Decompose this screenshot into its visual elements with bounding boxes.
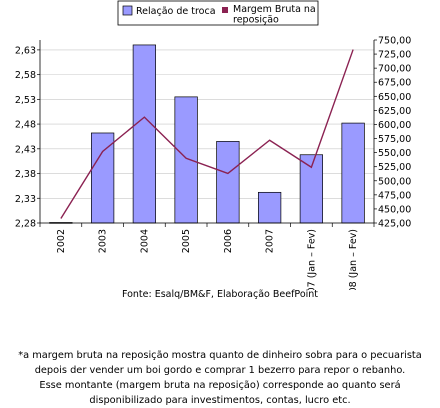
source-note: Fonte: Esalq/BM&F, Elaboração BeefPoint [121,289,319,300]
x-tick-label: 2007 [265,229,276,253]
x-tick-label: 2008 (Jan – Fev) [348,229,359,290]
footnote-line: disponibilizado para investimentos, cont… [89,395,351,406]
x-tick-label: 2006 [223,229,234,253]
legend-box [117,0,319,26]
legend-label-bar: Relação de troca [136,6,216,17]
y-left-tick-label: 2,33 [15,194,36,205]
x-tick-label: 2002 [56,229,67,253]
bar [341,122,365,224]
y-right-tick-label: 500,00 [378,176,411,187]
plot-area: 2,28 2,33 2,38 2,43 2,48 2,53 2,58 2,63 425,00 45… [15,36,411,291]
bar [216,141,240,224]
footnote-line: depois der vender um boi gordo e comprar… [34,365,406,376]
y-right-tick-label: 525,00 [378,162,411,173]
y-left-tick-label: 2,48 [15,120,36,131]
y-left-tick-label: 2,38 [15,169,36,180]
legend: Relação de troca Margem Bruta na reposiç… [117,0,319,26]
bar [258,191,282,224]
y-left-tick-label: 2,43 [15,144,36,155]
y-right-tick-label: 425,00 [378,219,411,230]
y-right-tick-label: 625,00 [378,106,411,117]
y-right-tick-label: 475,00 [378,190,411,201]
x-tick-label: 2005 [181,229,192,253]
chart: 2,28 2,33 2,38 2,43 2,48 2,53 2,58 2,63 425,00 45… [15,0,411,291]
bar [299,154,323,224]
footnote-line: *a margem bruta na reposição mostra quan… [18,350,422,361]
y-left-tick-label: 2,58 [15,70,36,81]
x-tick-label: 2004 [139,229,150,253]
y-left-tick-label: 2,28 [15,219,36,230]
y-right-tick-label: 550,00 [378,148,411,159]
y-right-tick-label: 725,00 [378,50,411,61]
legend-label-line: Margem Bruta na reposição [233,4,319,26]
bar [91,132,115,224]
y-right-tick-label: 675,00 [378,78,411,89]
y-left-tick-label: 2,63 [15,45,36,56]
y-right-tick-label: 700,00 [378,64,411,75]
legend-swatch-line [222,7,228,13]
bar [174,96,198,224]
y-right-tick-label: 600,00 [378,120,411,131]
y-right-tick-label: 650,00 [378,92,411,103]
x-tick-label: 2003 [98,229,109,253]
x-tick-label: 2007 (Jan – Fev) [306,229,317,290]
footnote-line: Esse montante (margem bruta na reposição… [39,380,401,391]
y-right-tick-label: 575,00 [378,134,411,145]
legend-swatch-bar [122,5,133,16]
y-right-tick-label: 450,00 [378,204,411,215]
bar [132,44,156,224]
y-right-tick-label: 750,00 [378,36,411,47]
y-left-tick-label: 2,53 [15,95,36,106]
line-series [60,49,354,219]
footnote: *a margem bruta na reposição mostra quan… [0,348,440,408]
